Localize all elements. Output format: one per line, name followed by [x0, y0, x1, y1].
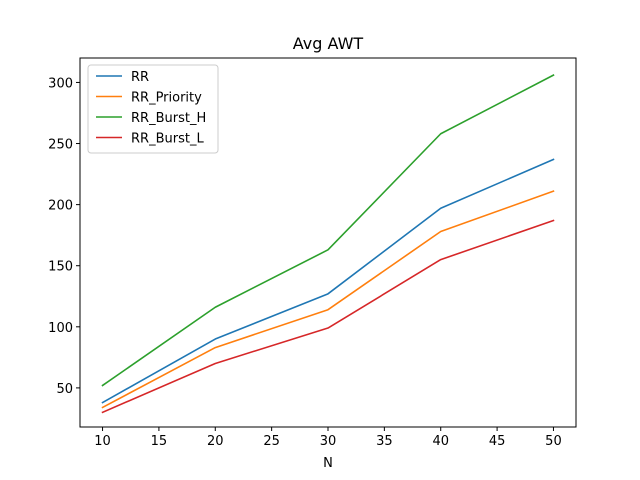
- y-tick-label: 300: [48, 76, 73, 91]
- x-axis-ticks: 10 15 20 25 30 35 40 45 50: [94, 427, 562, 449]
- x-tick-label: 40: [432, 434, 449, 449]
- x-tick-label: 20: [207, 434, 224, 449]
- y-tick-label: 150: [48, 260, 73, 275]
- legend-label: RR_Burst_L: [131, 132, 204, 147]
- x-tick-label: 35: [376, 434, 393, 449]
- x-tick-label: 10: [94, 434, 111, 449]
- legend-label: RR_Burst_H: [131, 111, 206, 126]
- series-line-rr: [101, 158, 555, 404]
- chart-title: Avg AWT: [293, 34, 364, 53]
- y-tick-label: 50: [56, 382, 73, 397]
- x-tick-label: 25: [263, 434, 280, 449]
- y-tick-label: 100: [48, 321, 73, 336]
- y-axis-ticks: 50 100 150 200 250 300: [48, 76, 80, 397]
- series-line-rr-burst-l: [101, 219, 555, 414]
- x-tick-label: 30: [320, 434, 337, 449]
- legend: RR RR_Priority RR_Burst_H RR_Burst_L: [87, 64, 219, 154]
- x-tick-label: 15: [151, 434, 168, 449]
- x-tick-label: 45: [489, 434, 506, 449]
- y-tick-label: 200: [48, 199, 73, 214]
- y-tick-label: 250: [48, 138, 73, 153]
- series-line-rr-burst-h: [101, 74, 555, 387]
- series-line-rr-priority: [101, 190, 555, 409]
- legend-label: RR: [131, 70, 149, 85]
- x-tick-label: 50: [545, 434, 562, 449]
- legend-label: RR_Priority: [131, 91, 202, 106]
- legend-box: [87, 64, 219, 154]
- series-layer: [101, 74, 555, 414]
- x-axis-label: N: [323, 456, 333, 471]
